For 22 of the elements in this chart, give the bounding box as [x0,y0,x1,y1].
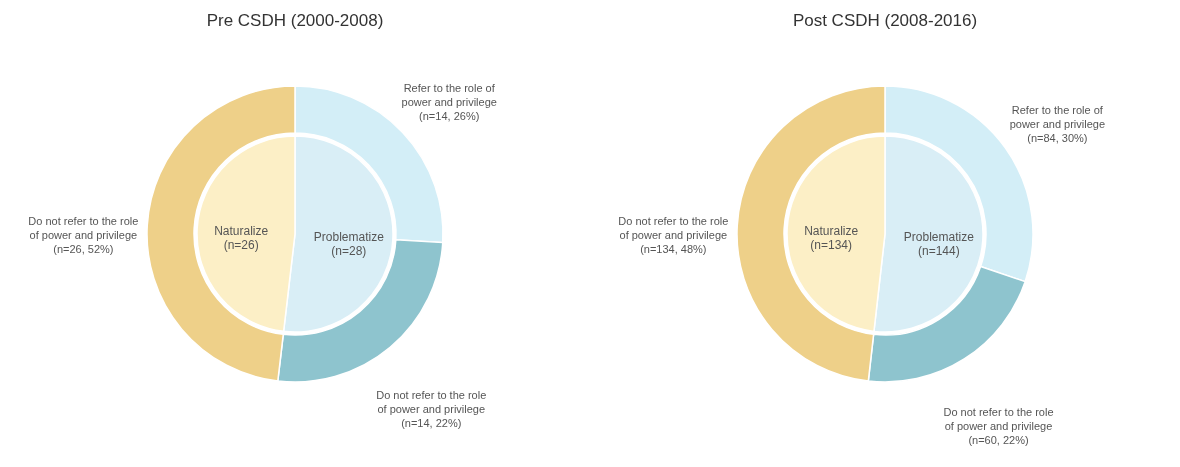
data-label: (n=28) [331,244,367,259]
chart-title: Pre CSDH (2000-2008) [206,11,384,30]
chart-title: Post CSDH (2008-2016) [792,11,978,30]
data-label: (n=84, 30%) [1027,131,1088,144]
data-label: (n=60, 22%) [968,434,1029,447]
slice-label: Do not refer to the role of power and privilege [28,214,139,241]
data-label: (n=14, 26%) [419,109,480,122]
slice-label: Problematize [313,230,385,245]
slice-label: Do not refer to the role of power and privilege [376,389,487,416]
slice-label: Naturalize [214,223,269,238]
slice-label: Refer to the role of power and privilege [1009,103,1106,130]
data-label: (n=144) [917,244,960,259]
slice-label: Problematize [903,230,975,245]
slice-label: Do not refer to the role of power and privilege [943,406,1054,433]
data-label: (n=14, 22%) [401,417,462,430]
slice-label: Refer to the role of power and privilege [401,81,497,108]
data-label: (n=26, 52%) [53,242,114,255]
slice-label: Do not refer to the role of power and privilege [618,215,729,242]
slice-label: Naturalize [804,223,859,238]
data-label: (n=134) [810,237,853,252]
data-label: (n=134, 48%) [640,243,707,256]
data-label: (n=26) [223,237,259,252]
